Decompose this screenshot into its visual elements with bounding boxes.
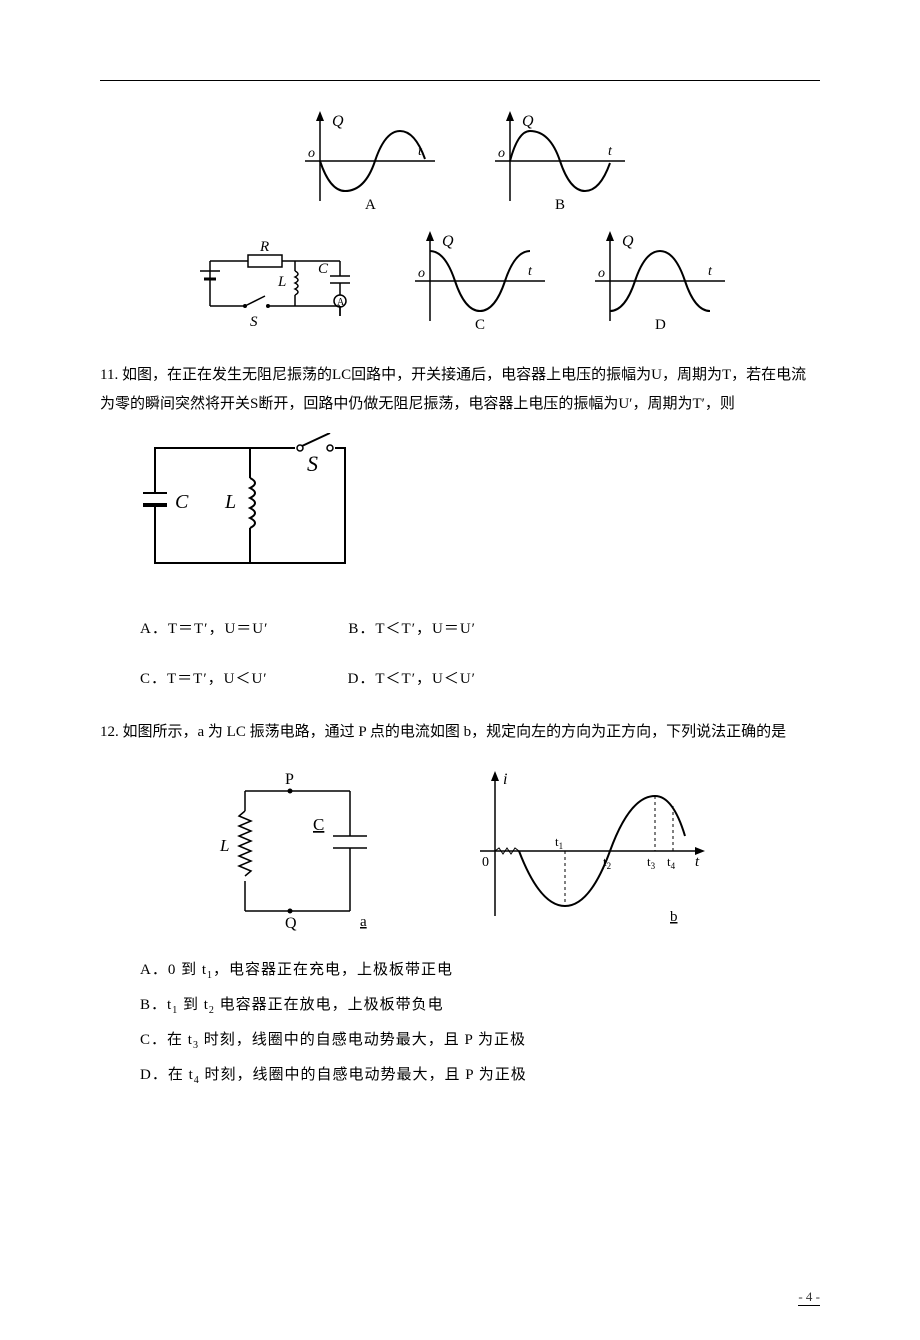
- q12-C: C: [313, 815, 324, 834]
- q12-optC: C．在 t3 时刻，线圈中的自感电动势最大，且 P 为正极: [140, 1026, 820, 1055]
- C-label: C: [318, 261, 329, 277]
- axis-Q-C: Q: [442, 233, 454, 250]
- S-label: S: [250, 314, 258, 330]
- q12-t1: t1: [555, 834, 563, 851]
- q11-optC: C．T＝T′，U＜U′: [140, 665, 268, 694]
- q11-circuit-wrap: C L S: [140, 433, 820, 594]
- q12-text: 12. 如图所示，a 为 LC 振荡电路，通过 P 点的电流如图 b，规定向左的…: [100, 718, 820, 747]
- axis-t-C: t: [528, 264, 533, 279]
- q11-opts-row1: A．T＝T′，U＝U′ B．T＜T′，U＝U′: [140, 609, 820, 650]
- q12-figs: L P C Q a i t 0: [100, 766, 820, 936]
- q11-opts-row2: C．T＝T′，U＜U′ D．T＜T′，U＜U′: [140, 659, 820, 700]
- L-label: L: [277, 274, 286, 290]
- q12-b: b: [670, 909, 678, 925]
- q11-L: L: [224, 491, 236, 513]
- origin-C: o: [418, 266, 425, 281]
- origin-B: o: [498, 146, 505, 161]
- q12-circuit-a: L P C Q a: [205, 766, 385, 936]
- origin-D: o: [598, 266, 605, 281]
- q11-text: 11. 如图，在正在发生无阻尼振荡的LC回路中，开关接通后，电容器上电压的振幅为…: [100, 361, 820, 418]
- axis-t-B: t: [608, 144, 613, 159]
- axis-Q-B: Q: [522, 113, 534, 130]
- q12-a: a: [360, 914, 367, 930]
- rlc-circuit: R L A C S: [190, 231, 370, 341]
- q11-circuit: C L S: [140, 433, 370, 583]
- graph-D: Q t o D: [580, 231, 730, 331]
- axis-Q-A: Q: [332, 113, 344, 130]
- q12-options: A．0 到 t1，电容器正在充电，上极板带正电 B．t1 到 t2 电容器正在放…: [140, 956, 820, 1090]
- top-graph-row-2: R L A C S: [100, 231, 820, 341]
- q12-origin: 0: [482, 855, 489, 870]
- graph-A: Q t o A: [290, 111, 440, 211]
- top-rule: [100, 80, 820, 81]
- label-D: D: [655, 317, 666, 331]
- label-B: B: [555, 197, 565, 211]
- q11-C: C: [175, 491, 189, 513]
- q12-Q: Q: [285, 915, 297, 932]
- q12-t: t: [695, 854, 700, 870]
- top-graph-row-1: Q t o A Q t o B: [100, 111, 820, 211]
- q12-t4: t4: [667, 854, 676, 871]
- label-A: A: [365, 197, 376, 211]
- q11-optB: B．T＜T′，U＝U′: [348, 615, 476, 644]
- label-C: C: [475, 317, 485, 331]
- q11-optD: D．T＜T′，U＜U′: [348, 665, 476, 694]
- q11-S: S: [307, 451, 318, 476]
- q11-optA: A．T＝T′，U＝U′: [140, 615, 268, 644]
- q12-optD: D．在 t4 时刻，线圈中的自感电动势最大，且 P 为正极: [140, 1061, 820, 1090]
- q12-optB: B．t1 到 t2 电容器正在放电，上极板带负电: [140, 991, 820, 1020]
- origin-A: o: [308, 146, 315, 161]
- q12-t3: t3: [647, 854, 656, 871]
- graph-C: Q t o C: [400, 231, 550, 331]
- q12-optA: A．0 到 t1，电容器正在充电，上极板带正电: [140, 956, 820, 985]
- q12-graph-b: i t 0 t1 t2 t3 t4 b: [455, 766, 715, 936]
- graph-B: Q t o B: [480, 111, 630, 211]
- page-number: - 4 -: [798, 1285, 820, 1310]
- R-label: R: [259, 239, 269, 255]
- axis-Q-D: Q: [622, 233, 634, 250]
- axis-t-D: t: [708, 264, 713, 279]
- q12-L: L: [219, 836, 229, 855]
- q12-P: P: [285, 771, 294, 788]
- q12-i: i: [503, 771, 507, 788]
